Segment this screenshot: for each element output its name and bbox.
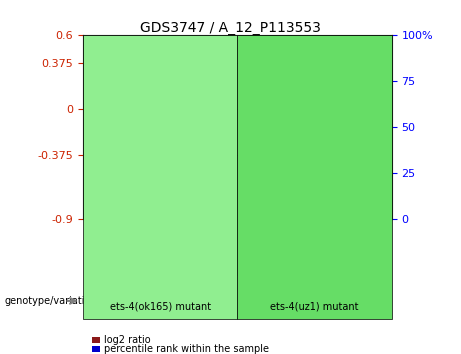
Bar <box>104 109 122 143</box>
FancyBboxPatch shape <box>188 219 237 276</box>
FancyBboxPatch shape <box>237 219 287 276</box>
Text: GSM543591: GSM543591 <box>258 228 267 279</box>
Text: GSM543593: GSM543593 <box>307 228 317 279</box>
Text: log2 ratio: log2 ratio <box>104 335 150 345</box>
Text: percentile rank within the sample: percentile rank within the sample <box>104 344 269 354</box>
Bar <box>353 53 371 109</box>
Text: GSM543594: GSM543594 <box>208 228 217 279</box>
Text: GSM543590: GSM543590 <box>108 228 118 279</box>
Text: GDS3747 / A_12_P113553: GDS3747 / A_12_P113553 <box>140 21 321 35</box>
Bar <box>204 91 221 109</box>
FancyBboxPatch shape <box>287 219 337 276</box>
Text: GSM543592: GSM543592 <box>158 228 167 279</box>
Bar <box>154 109 171 148</box>
Text: GSM543595: GSM543595 <box>357 228 366 279</box>
FancyBboxPatch shape <box>88 219 138 276</box>
Bar <box>254 109 271 163</box>
Bar <box>303 109 321 173</box>
Text: ets-4(ok165) mutant: ets-4(ok165) mutant <box>110 301 211 311</box>
Text: ets-4(uz1) mutant: ets-4(uz1) mutant <box>271 301 359 311</box>
FancyBboxPatch shape <box>138 219 188 276</box>
FancyBboxPatch shape <box>337 219 387 276</box>
Text: genotype/variation: genotype/variation <box>5 296 97 306</box>
